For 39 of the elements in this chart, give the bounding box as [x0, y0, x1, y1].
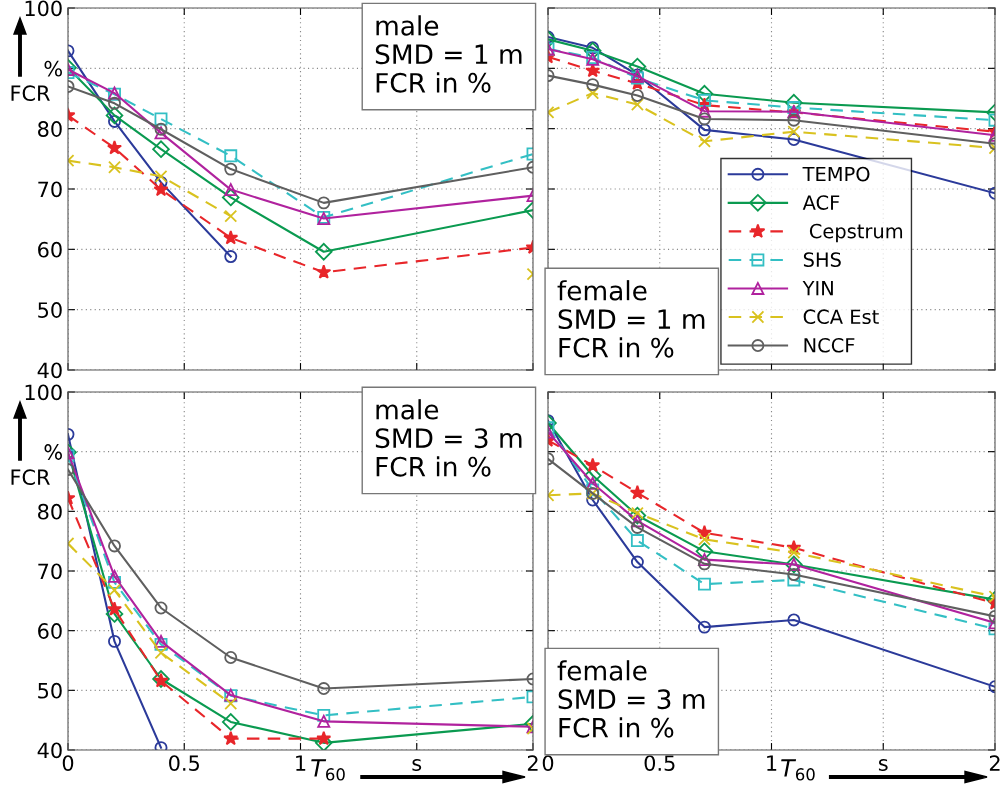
- y-tick-label: 80: [38, 503, 62, 520]
- x-axis-title: T$_{60}$: [311, 759, 345, 781]
- y-tick-label: 40: [37, 362, 62, 379]
- y-tick-label: 100: [25, 0, 62, 17]
- x-tick-label: 0: [62, 755, 74, 771]
- y-tick-label: 50: [38, 682, 62, 699]
- y-tick-label: 60: [38, 623, 62, 639]
- y-axis-title: FCR: [11, 469, 50, 486]
- legend-label: NCCF: [804, 337, 855, 353]
- x-tick-label: 2: [527, 755, 538, 771]
- y-axis-title: FCR: [11, 85, 50, 102]
- legend-label: SHS: [803, 252, 841, 267]
- legend-label: CCA Est: [803, 309, 879, 325]
- legend-label: ACF: [802, 195, 840, 210]
- x-tick-label: 0: [542, 755, 554, 771]
- y-tick-label: 60: [38, 241, 62, 258]
- annotation: female SMD = 3 m FCR in %: [557, 660, 705, 738]
- y-tick-label: 40: [37, 742, 62, 759]
- y-tick-label: %: [44, 60, 62, 77]
- x-tick-label: 0.5: [644, 755, 675, 771]
- legend-label: YIN: [802, 281, 833, 296]
- x-tick-label: 1: [767, 755, 777, 771]
- y-tick-label: 50: [38, 302, 62, 318]
- y-tick-label: 80: [38, 121, 62, 137]
- y-tick-label: %: [44, 444, 62, 460]
- x-tick-label: 1: [296, 755, 306, 771]
- x-tick-label: 2: [989, 755, 1000, 771]
- x-tick-label: s: [412, 759, 422, 771]
- legend-label: Cepstrum: [809, 223, 903, 243]
- legend-label: TEMPO: [802, 166, 870, 182]
- y-tick-label: 70: [38, 181, 62, 198]
- y-tick-label: 70: [38, 563, 62, 580]
- x-axis-title: T$_{60}$: [781, 759, 815, 781]
- x-tick-label: s: [878, 759, 888, 771]
- y-tick-label: 100: [25, 384, 62, 401]
- x-tick-label: 0.5: [169, 755, 199, 771]
- annotation: female SMD = 1 m FCR in %: [557, 280, 705, 358]
- annotation: male SMD = 1 m FCR in %: [375, 15, 522, 93]
- annotation: male SMD = 3 m FCR in %: [375, 399, 522, 477]
